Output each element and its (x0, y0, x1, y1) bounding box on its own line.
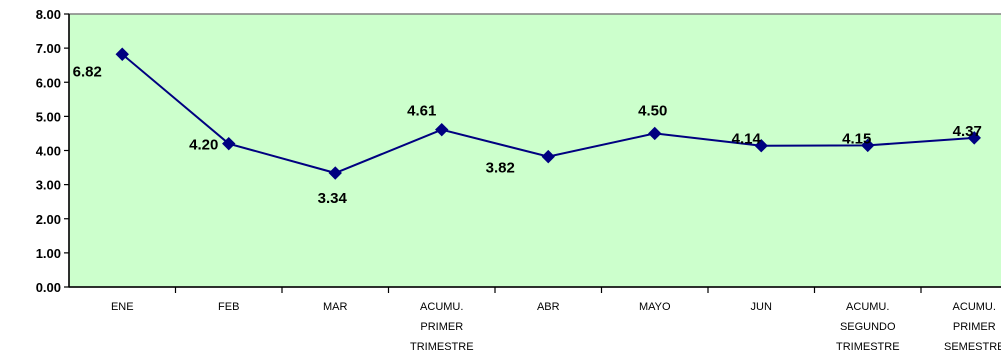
x-axis-category-labels: ENE FEB MAR ACUMU. PRIMER TRIMESTRE ABR MAYO JUN… (111, 301, 1001, 352)
data-point-marker (967, 131, 981, 145)
data-labels: 6.82 4.20 3.34 4.61 3.82 4.50 4.14 4.15 4.37 (73, 63, 982, 207)
data-point-marker (328, 166, 342, 180)
x-category-label: ACUMU. SEGUNDO TRIMESTRE (836, 301, 900, 352)
plot-area (68, 13, 1001, 288)
y-tick-label: 8.00 (36, 7, 61, 22)
x-category-label: MAYO (639, 301, 671, 313)
y-tick-label: 2.00 (36, 212, 61, 227)
y-tick-label: 4.00 (36, 144, 61, 159)
x-category-label: FEB (218, 301, 239, 313)
x-category-label: MAR (323, 301, 348, 313)
data-point-marker (115, 47, 129, 61)
x-axis-ticks (174, 287, 922, 293)
data-point-marker (754, 139, 768, 153)
data-point-marker (222, 136, 236, 151)
x-category-label: ENE (111, 301, 134, 313)
data-label: 3.82 (486, 160, 515, 177)
data-label: 3.34 (318, 190, 348, 207)
data-point-marker (435, 122, 449, 137)
y-axis-tick-labels: 0.00 1.00 2.00 3.00 4.00 5.00 6.00 7.00 8.00 (36, 7, 61, 295)
data-label: 4.15 (842, 130, 871, 147)
data-point-marker (861, 138, 875, 153)
data-label: 4.14 (732, 131, 762, 148)
y-tick-label: 6.00 (36, 75, 61, 90)
x-category-label: ACUMU. PRIMER TRIMESTRE (410, 301, 474, 352)
y-tick-label: 7.00 (36, 41, 61, 56)
data-label: 4.61 (407, 103, 436, 120)
x-category-label: JUN (751, 301, 772, 313)
data-label: 4.20 (189, 137, 218, 154)
data-point-marker (541, 149, 555, 164)
data-point-marker (648, 126, 662, 141)
data-label: 4.37 (953, 123, 982, 140)
data-label: 4.50 (638, 102, 667, 119)
x-category-label: ABR (537, 301, 560, 313)
y-axis-ticks (64, 13, 69, 288)
y-tick-label: 1.00 (36, 246, 61, 261)
data-markers (115, 47, 981, 180)
x-category-label: ACUMU. PRIMER SEMESTRE (944, 301, 1001, 352)
y-tick-label: 3.00 (36, 178, 61, 193)
data-label: 6.82 (73, 63, 102, 80)
y-tick-label: 0.00 (36, 280, 61, 295)
y-tick-label: 5.00 (36, 109, 61, 124)
